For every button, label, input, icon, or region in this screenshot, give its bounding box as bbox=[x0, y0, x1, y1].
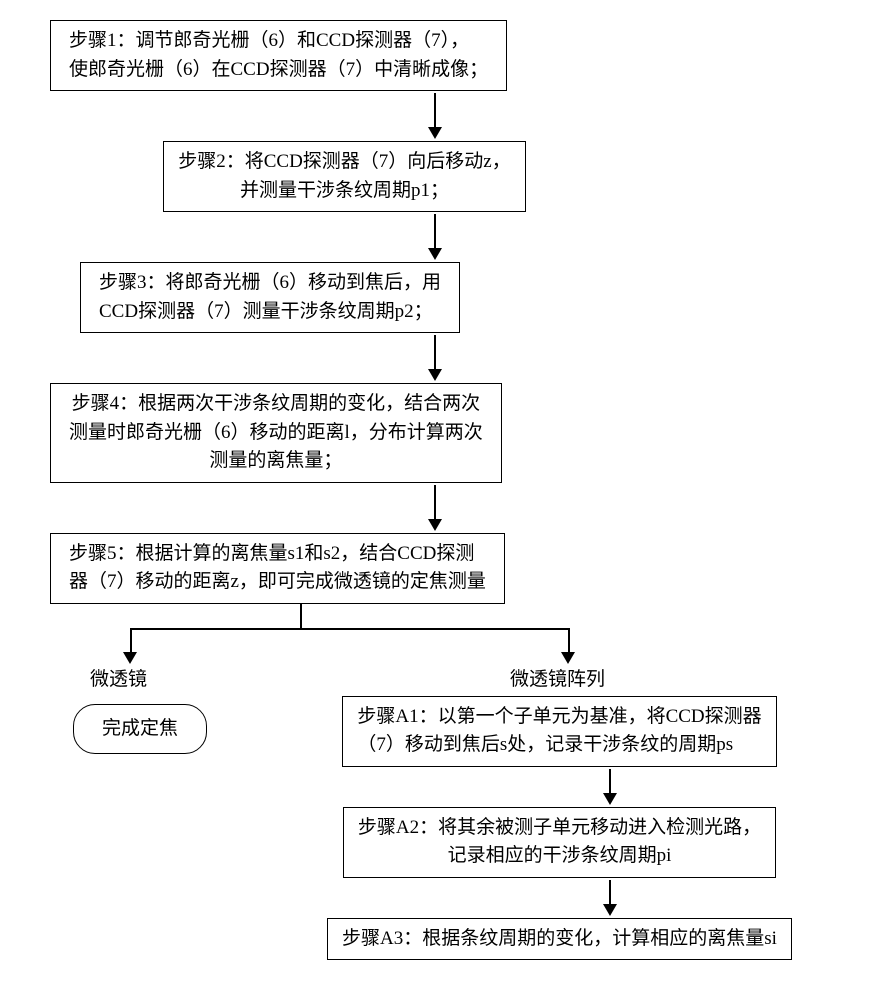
step1-line1: 步骤1：调节郎奇光栅（6）和CCD探测器（7）， bbox=[69, 27, 488, 56]
step1-line2: 使郎奇光栅（6）在CCD探测器（7）中清晰成像； bbox=[69, 56, 488, 85]
step5-line2: 器（7）移动的距离z，即可完成微透镜的定焦测量 bbox=[69, 568, 486, 597]
arrow-3 bbox=[428, 335, 442, 381]
step2-line1: 步骤2：将CCD探测器（7）向后移动z， bbox=[178, 148, 511, 177]
stepA1-box: 步骤A1：以第一个子单元为基准，将CCD探测器 （7）移动到焦后s处，记录干涉条… bbox=[342, 696, 776, 767]
complete-focus-text: 完成定焦 bbox=[102, 718, 178, 739]
step3-line2: CCD探测器（7）测量干涉条纹周期p2； bbox=[99, 298, 441, 327]
step5-line1: 步骤5：根据计算的离焦量s1和s2，结合CCD探测 bbox=[69, 540, 486, 569]
step1-box: 步骤1：调节郎奇光栅（6）和CCD探测器（7）， 使郎奇光栅（6）在CCD探测器… bbox=[50, 20, 507, 91]
complete-focus-box: 完成定焦 bbox=[73, 704, 207, 755]
branch-left: 完成定焦 bbox=[30, 696, 250, 755]
arrow-1 bbox=[428, 93, 442, 139]
step4-line2: 测量时郎奇光栅（6）移动的距离l，分布计算两次 bbox=[69, 419, 483, 448]
step5-box: 步骤5：根据计算的离焦量s1和s2，结合CCD探测 器（7）移动的距离z，即可完… bbox=[50, 533, 505, 604]
stepA3-box: 步骤A3：根据条纹周期的变化，计算相应的离焦量si bbox=[327, 918, 792, 961]
arrow-2 bbox=[428, 214, 442, 260]
stepA2-line2: 记录相应的干涉条纹周期pi bbox=[358, 842, 761, 871]
arrow-A2 bbox=[603, 880, 617, 916]
flowchart: 步骤1：调节郎奇光栅（6）和CCD探测器（7）， 使郎奇光栅（6）在CCD探测器… bbox=[30, 20, 839, 960]
branch-label-left: 微透镜 bbox=[90, 666, 147, 695]
branches: 完成定焦 步骤A1：以第一个子单元为基准，将CCD探测器 （7）移动到焦后s处，… bbox=[30, 696, 839, 961]
stepA2-line1: 步骤A2：将其余被测子单元移动进入检测光路， bbox=[358, 814, 761, 843]
stepA3-line1: 步骤A3：根据条纹周期的变化，计算相应的离焦量si bbox=[342, 925, 777, 954]
arrow-A1 bbox=[603, 769, 617, 805]
step4-line3: 测量的离焦量； bbox=[69, 447, 483, 476]
step2-line2: 并测量干涉条纹周期p1； bbox=[178, 177, 511, 206]
split-connector bbox=[30, 604, 839, 666]
stepA1-line2: （7）移动到焦后s处，记录干涉条纹的周期ps bbox=[357, 731, 761, 760]
step3-line1: 步骤3：将郎奇光栅（6）移动到焦后，用 bbox=[99, 269, 441, 298]
step4-box: 步骤4：根据两次干涉条纹周期的变化，结合两次 测量时郎奇光栅（6）移动的距离l，… bbox=[50, 383, 502, 483]
step4-line1: 步骤4：根据两次干涉条纹周期的变化，结合两次 bbox=[69, 390, 483, 419]
arrow-4 bbox=[428, 485, 442, 531]
stepA1-line1: 步骤A1：以第一个子单元为基准，将CCD探测器 bbox=[357, 703, 761, 732]
branch-right: 步骤A1：以第一个子单元为基准，将CCD探测器 （7）移动到焦后s处，记录干涉条… bbox=[280, 696, 839, 961]
branch-labels: 微透镜 微透镜阵列 bbox=[30, 666, 839, 696]
branch-label-right: 微透镜阵列 bbox=[510, 666, 605, 695]
stepA2-box: 步骤A2：将其余被测子单元移动进入检测光路， 记录相应的干涉条纹周期pi bbox=[343, 807, 776, 878]
step3-box: 步骤3：将郎奇光栅（6）移动到焦后，用 CCD探测器（7）测量干涉条纹周期p2； bbox=[80, 262, 460, 333]
step2-box: 步骤2：将CCD探测器（7）向后移动z， 并测量干涉条纹周期p1； bbox=[163, 141, 526, 212]
